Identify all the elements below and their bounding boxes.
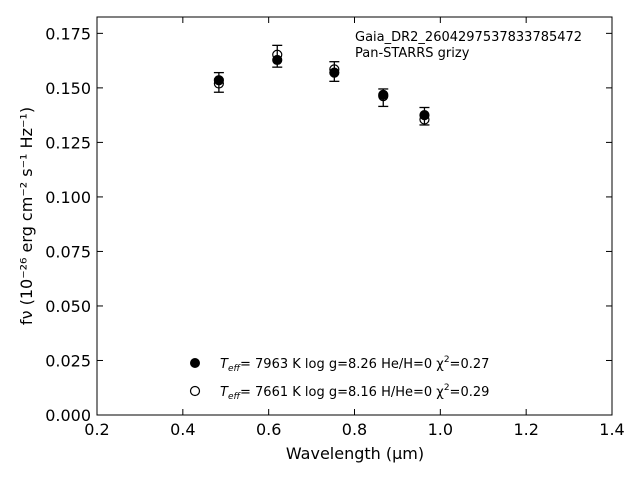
x-tick-label: 1.4: [599, 420, 624, 439]
model-point-open: [419, 114, 430, 125]
legend-1-text: = 7963 K log g=8.26 He/H=0 χ: [240, 357, 444, 372]
model-point-open: [272, 49, 283, 60]
legend-1-tail: =0.27: [450, 357, 490, 372]
legend-2-sup: 2: [444, 383, 450, 393]
legend: Teff= 7963 K log g=8.26 He/H=0 χ2=0.27 T…: [189, 355, 489, 402]
model-point-filled: [272, 54, 283, 66]
model-point-filled: [329, 67, 340, 78]
y-tick-label: 0.075: [45, 242, 91, 261]
y-tick-label: 0.025: [45, 351, 91, 370]
x-axis-label: Wavelength (μm): [286, 444, 424, 463]
model-point-filled: [213, 75, 224, 86]
y-tick-label: 0.050: [45, 297, 91, 316]
annotation-line-2: Pan-STARRS grizy: [355, 46, 470, 61]
data-markers: [213, 44, 430, 126]
y-tick-label: 0.125: [45, 133, 91, 152]
x-tick-label: 0.8: [342, 420, 367, 439]
x-axis: 0.2 0.4 0.6 0.8 1.0 1.2 1.4: [84, 17, 625, 439]
x-tick-label: 0.4: [170, 420, 195, 439]
y-tick-label: 0.150: [45, 79, 91, 98]
legend-2-tail: =0.29: [450, 385, 490, 400]
x-tick-label: 0.2: [84, 420, 109, 439]
legend-entry-2: Teff= 7661 K log g=8.16 H/He=0 χ2=0.29: [220, 383, 489, 402]
y-axis: 0.000 0.025 0.050 0.075 0.100 0.125 0.150 0.175: [45, 24, 612, 425]
y-axis-label: fν (10⁻²⁶ erg cm⁻² s⁻¹ Hz⁻¹): [17, 107, 36, 325]
annotation-line-1: Gaia_DR2_2604297537833785472: [355, 30, 582, 45]
x-tick-label: 0.6: [256, 420, 281, 439]
axes-frame: [96, 16, 613, 416]
model-point-open: [378, 91, 389, 102]
x-tick-label: 1.0: [428, 420, 453, 439]
y-tick-label: 0.100: [45, 188, 91, 207]
legend-2-teff-sub: eff: [228, 392, 242, 402]
legend-2-text: = 7661 K log g=8.16 H/He=0 χ: [240, 385, 444, 400]
x-tick-label: 1.2: [513, 420, 538, 439]
legend-entry-1: Teff= 7963 K log g=8.26 He/H=0 χ2=0.27: [220, 355, 489, 374]
model-point-open: [213, 78, 224, 89]
model-point-open: [329, 64, 340, 75]
legend-marker-filled: [190, 358, 200, 368]
legend-marker-open: [189, 385, 201, 397]
legend-2-teff: T: [220, 385, 229, 400]
y-tick-label: 0.000: [45, 406, 91, 425]
legend-1-teff-sub: eff: [228, 364, 242, 374]
legend-1-teff: T: [220, 357, 229, 372]
legend-1-sup: 2: [444, 355, 450, 365]
y-tick-label: 0.175: [45, 24, 91, 43]
